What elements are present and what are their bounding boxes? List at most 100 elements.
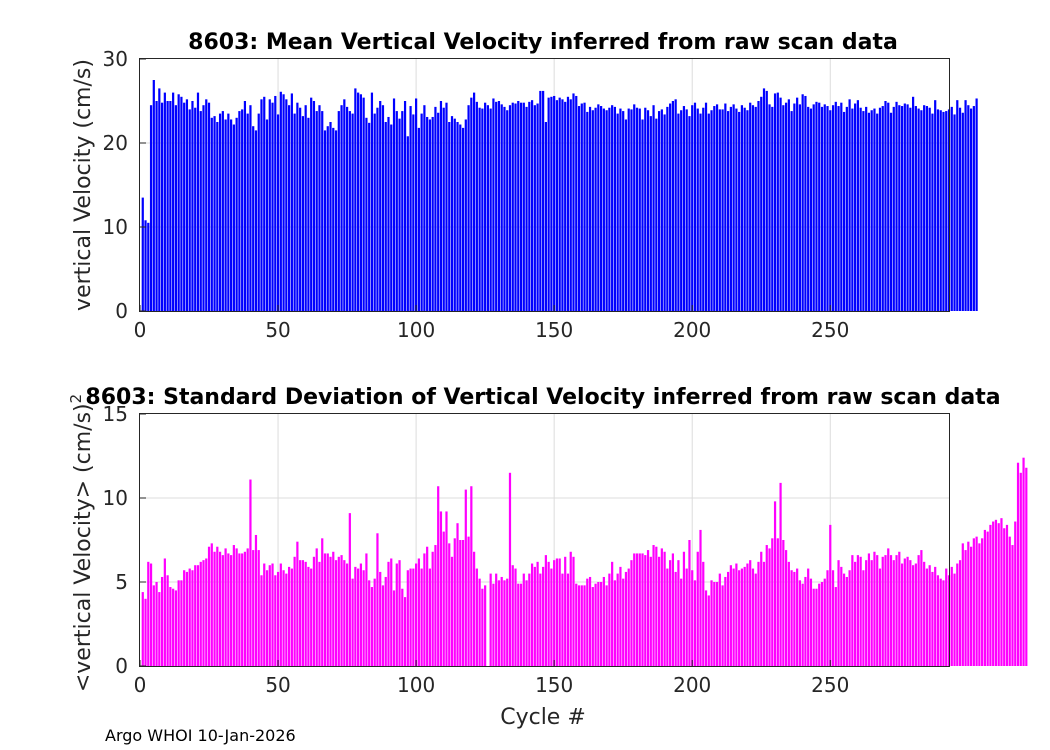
bar	[312, 556, 316, 666]
bar	[257, 113, 260, 311]
bar	[522, 102, 525, 312]
bar	[900, 563, 904, 666]
bar	[177, 580, 180, 666]
bar	[271, 563, 274, 666]
y-tick-label: 15	[103, 402, 128, 426]
bar	[702, 107, 705, 311]
bar	[555, 558, 559, 666]
bar	[666, 568, 669, 666]
bar	[972, 106, 975, 311]
bar	[191, 570, 194, 666]
bar	[279, 563, 282, 666]
bar	[235, 117, 238, 311]
bar	[992, 521, 995, 666]
bar	[533, 105, 536, 311]
bar	[942, 111, 945, 311]
bar	[956, 100, 959, 311]
bar	[406, 136, 409, 311]
bar	[669, 560, 672, 666]
bar	[423, 105, 426, 311]
bar	[969, 108, 973, 311]
bar	[867, 112, 871, 311]
bar	[437, 486, 440, 666]
bar	[1014, 521, 1017, 666]
plot-frame	[139, 58, 950, 312]
bar	[194, 107, 197, 311]
bar	[942, 580, 945, 666]
bar	[856, 555, 859, 666]
bar	[649, 116, 652, 312]
bar	[588, 106, 592, 311]
bar	[768, 104, 771, 311]
bar	[246, 548, 249, 666]
bar	[470, 97, 473, 311]
bar	[738, 111, 741, 311]
bar	[923, 105, 926, 311]
bar	[652, 105, 655, 311]
bar	[152, 80, 155, 311]
bar	[597, 582, 600, 666]
bar	[172, 588, 175, 666]
bar	[727, 571, 730, 666]
y-tick-label: 0	[115, 654, 128, 678]
bar	[553, 95, 556, 312]
bar	[312, 101, 316, 311]
bar	[174, 105, 177, 311]
bar	[467, 536, 470, 666]
bar	[318, 561, 321, 666]
bar	[205, 99, 208, 311]
bar	[530, 563, 534, 666]
bar	[638, 108, 641, 311]
bar	[630, 560, 633, 666]
bar	[787, 99, 790, 311]
bar	[845, 106, 848, 311]
bar	[831, 105, 835, 311]
bar	[304, 561, 307, 666]
bar	[370, 92, 374, 311]
bar	[257, 550, 260, 666]
bar	[572, 556, 575, 666]
bar	[293, 113, 296, 311]
bar	[158, 592, 161, 666]
y-tick-label: 5	[115, 570, 128, 594]
bar	[276, 114, 280, 311]
bar	[448, 543, 451, 666]
bar	[760, 551, 763, 666]
bar	[699, 529, 702, 666]
bar	[439, 101, 443, 311]
bar	[981, 538, 984, 666]
bar	[508, 105, 512, 311]
bar	[514, 568, 517, 666]
bar	[727, 111, 730, 311]
bar-series	[141, 457, 1028, 666]
bar	[381, 585, 385, 666]
bar	[506, 578, 509, 666]
bar	[721, 109, 724, 312]
bar	[873, 108, 876, 311]
bar	[771, 538, 774, 666]
bar	[428, 119, 432, 311]
bar	[757, 101, 760, 311]
bar	[232, 124, 235, 312]
bar	[439, 511, 443, 666]
bar	[450, 116, 454, 312]
bar	[227, 113, 230, 311]
bar	[605, 110, 608, 312]
bar	[619, 108, 622, 311]
bar	[873, 551, 876, 666]
bar	[420, 568, 423, 666]
bar	[848, 570, 851, 666]
bar	[343, 560, 346, 666]
bar	[660, 548, 663, 666]
bar	[315, 111, 318, 311]
bar	[558, 558, 561, 666]
bar	[249, 105, 252, 311]
bar	[945, 111, 948, 311]
bar	[608, 573, 611, 666]
bar	[379, 101, 382, 311]
bar	[160, 576, 164, 666]
bar	[633, 553, 636, 666]
bar	[939, 578, 942, 666]
bar	[392, 590, 396, 666]
bar	[326, 553, 329, 666]
